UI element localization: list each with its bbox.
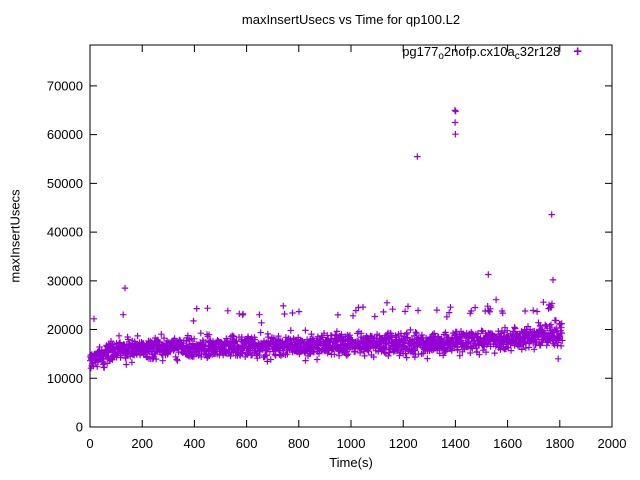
x-tick-label: 0	[86, 436, 93, 451]
y-tick-label: 0	[76, 420, 83, 435]
x-axis-label: Time(s)	[329, 455, 373, 470]
x-tick-label: 400	[184, 436, 206, 451]
y-tick-label: 10000	[47, 371, 83, 386]
legend-plus-marker-icon: +	[573, 42, 582, 60]
x-tick-label: 2000	[598, 436, 627, 451]
y-axis-label: maxInsertUsecs	[7, 189, 23, 283]
legend-label-part1: pg177	[402, 43, 439, 59]
x-tick-label: 200	[131, 436, 153, 451]
x-tick-label: 1400	[441, 436, 470, 451]
axis-ticks	[89, 45, 613, 428]
y-tick-label: 50000	[47, 176, 83, 191]
scatter-points	[87, 107, 566, 372]
y-tick-label: 40000	[47, 225, 83, 240]
x-tick-label: 1600	[493, 436, 522, 451]
y-tick-label: 30000	[47, 273, 83, 288]
x-tick-label: 600	[236, 436, 258, 451]
x-tick-label: 1000	[337, 436, 366, 451]
plot-border	[89, 44, 613, 428]
legend-label-part2: 2nofp.cx10a	[443, 43, 515, 59]
x-tick-label: 1800	[545, 436, 574, 451]
y-tick-label: 70000	[47, 78, 83, 93]
y-tick-label: 20000	[47, 322, 83, 337]
legend-label-sub1: o	[438, 50, 444, 62]
x-tick-label: 1200	[389, 436, 418, 451]
legend-label-sub2: c	[514, 50, 520, 62]
chart-title: maxInsertUsecs vs Time for qp100.L2	[241, 12, 461, 27]
legend-label: pg177o2nofp.cx10ac32r128	[402, 43, 561, 62]
legend: pg177o2nofp.cx10ac32r128 +	[402, 42, 582, 62]
x-tick-label: 800	[288, 436, 310, 451]
y-tick-label: 60000	[47, 127, 83, 142]
legend-label-part3: 32r128	[519, 43, 561, 59]
